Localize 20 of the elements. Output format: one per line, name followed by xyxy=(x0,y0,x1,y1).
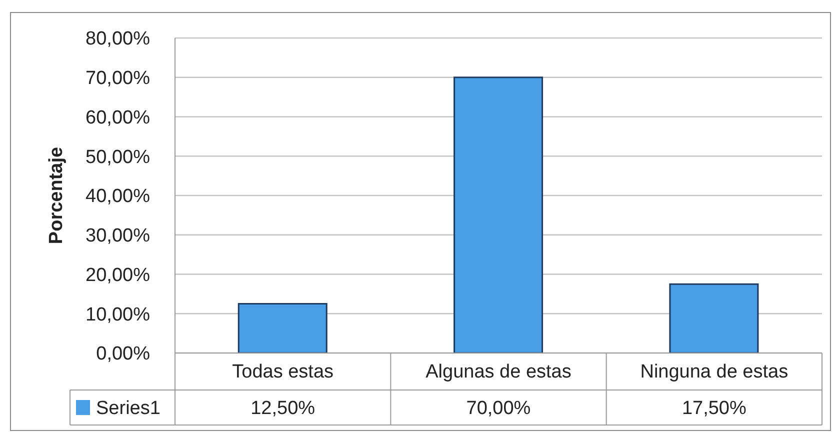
y-tick-label: 70,00% xyxy=(86,68,150,90)
y-tick-label: 60,00% xyxy=(86,107,150,128)
x-tick-label: Todas estas xyxy=(232,361,334,382)
y-tick-label: 50,00% xyxy=(86,146,150,168)
bar xyxy=(454,76,544,353)
y-tick-label: 80,00% xyxy=(86,28,150,50)
x-tick-label: Ninguna de estas xyxy=(640,361,788,382)
y-tick-label: 40,00% xyxy=(86,186,150,208)
y-tick-label: 20,00% xyxy=(86,264,150,286)
bar xyxy=(238,303,328,353)
legend-label: Series1 xyxy=(96,398,160,419)
data-label: 70,00% xyxy=(466,398,531,419)
bar xyxy=(669,283,759,353)
y-axis-title: Porcentaje xyxy=(46,146,67,244)
x-tick-label: Algunas de estas xyxy=(426,361,572,382)
data-label: 12,50% xyxy=(250,398,316,419)
data-label: 17,50% xyxy=(682,398,746,419)
y-tick-label: 0,00% xyxy=(96,344,150,365)
y-tick-label: 30,00% xyxy=(86,226,150,247)
y-tick-label: 10,00% xyxy=(86,304,150,326)
